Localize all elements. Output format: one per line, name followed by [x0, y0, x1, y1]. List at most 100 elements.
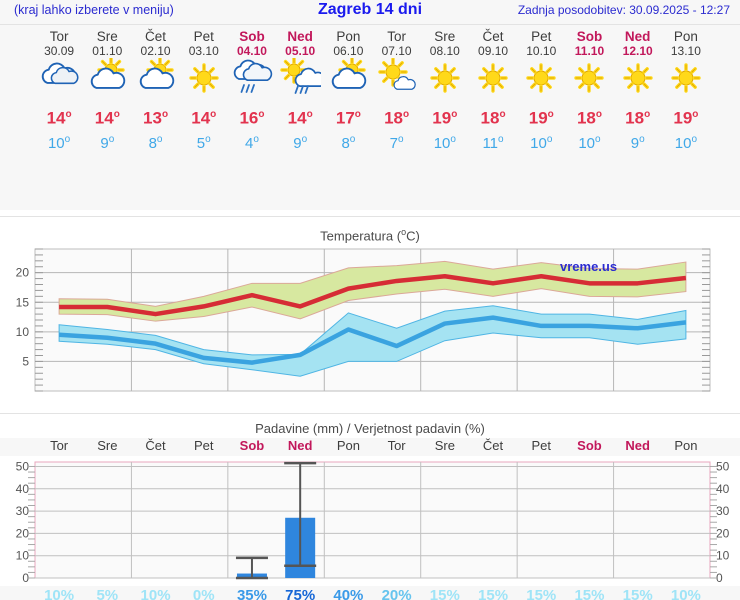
- precip-day-label: Čet: [482, 438, 504, 454]
- weather-icon-slot: [659, 58, 712, 100]
- precipitation-probability: 10%: [670, 587, 701, 600]
- sunny-icon: [568, 58, 610, 98]
- day-date: 02.10: [140, 44, 171, 58]
- day-name: Sre: [96, 29, 118, 44]
- day-column[interactable]: Ned 05.10: [274, 25, 327, 154]
- day-name: Pon: [336, 29, 361, 44]
- day-name: Sob: [239, 29, 265, 44]
- weather-icon-slot: [563, 58, 616, 100]
- max-temperature: 13o: [143, 108, 169, 128]
- weather-icon-slot: [515, 58, 568, 100]
- min-temperature-line: [58, 315, 687, 366]
- precip-day-label: Sre: [434, 438, 455, 454]
- sunny-icon: [665, 58, 707, 98]
- min-temperature: 10o: [530, 133, 553, 152]
- day-name: Sob: [576, 29, 603, 44]
- min-temperature: 8o: [148, 133, 163, 152]
- min-temperature: 10o: [433, 133, 456, 152]
- weather-icon-slot: [274, 58, 327, 100]
- y-axis-tick-label: 15: [16, 296, 30, 310]
- day-column[interactable]: Pon 13.10 19o 10o: [659, 25, 712, 154]
- y-axis-tick-label-left: 20: [16, 527, 30, 541]
- sun-small-cloud-icon: [376, 58, 418, 98]
- last-update-text: Zadnja posodobitev: 30.09.2025 - 12:27: [517, 3, 730, 17]
- day-name: Čet: [145, 29, 167, 44]
- weather-icon-slot: [33, 58, 86, 100]
- precipitation-probability: 20%: [381, 587, 412, 600]
- temperature-title-unit: o: [401, 227, 407, 237]
- weather-icon-slot: [322, 58, 375, 100]
- day-column[interactable]: Sob 11.10 18o 10o: [563, 25, 616, 154]
- min-temperature: 9o: [100, 133, 115, 152]
- weather-icon-slot: [225, 58, 278, 100]
- precipitation-probability: 15%: [574, 587, 605, 600]
- strip-divider: [0, 216, 740, 217]
- y-axis-tick-label-right: 20: [716, 527, 730, 541]
- precipitation-probability: 15%: [429, 587, 460, 600]
- day-date: 13.10: [670, 44, 701, 58]
- day-column[interactable]: Pet 10.10 19o 10o: [515, 25, 568, 154]
- weather-icon-slot: [370, 58, 423, 100]
- day-date: 11.10: [574, 44, 605, 58]
- day-date: 06.10: [333, 44, 364, 58]
- day-date: 12.10: [622, 44, 653, 58]
- temperature-chart-title: Temperatura (oC): [0, 217, 740, 245]
- daily-forecast-strip: Tor 30.09 14o 10o Sre 01.10: [0, 25, 740, 210]
- day-name: Sre: [434, 29, 456, 44]
- strip-gap: [0, 210, 740, 216]
- precipitation-probability: 10%: [140, 587, 171, 600]
- precip-day-labels: Tor Sre Čet Pet Sob Ned Pon Tor Sre Čet Pet Sob Ned P…: [0, 438, 740, 457]
- day-column[interactable]: Ned 12.10 18o 9o: [611, 25, 664, 154]
- day-date: 09.10: [478, 44, 509, 58]
- min-temperature: 5o: [196, 133, 211, 152]
- max-temperature: 17o: [335, 108, 361, 128]
- partly-sunny-icon: [327, 58, 369, 98]
- precip-day-label: Ned: [287, 438, 313, 454]
- precip-day-label: Tor: [50, 438, 69, 454]
- day-column[interactable]: Čet 09.10 18o 11o: [467, 25, 520, 154]
- precipitation-probability: 15%: [478, 587, 509, 600]
- min-temperature: 9o: [630, 133, 645, 152]
- min-temperature: 10o: [47, 133, 71, 152]
- sunny-icon: [472, 58, 514, 98]
- max-temperature: 14o: [46, 108, 72, 128]
- y-axis-tick-label: 10: [16, 325, 30, 339]
- min-temperature: 10o: [674, 133, 698, 152]
- day-column[interactable]: Sob 04.10 16o 4o: [225, 25, 278, 154]
- day-date: 07.10: [381, 44, 412, 58]
- min-temperature: 4o: [245, 133, 259, 152]
- day-column[interactable]: Tor 07.10 18o 7o: [370, 25, 423, 154]
- page-header: (kraj lahko izberete v meniju) Zagreb 14…: [0, 0, 740, 24]
- max-temperature: 18o: [384, 108, 410, 128]
- max-temperature: 14o: [287, 108, 313, 128]
- day-column[interactable]: Pet 03.10 14o 5o: [177, 25, 230, 154]
- sun-rain-icon: [279, 58, 322, 98]
- day-column[interactable]: Tor 30.09 14o 10o: [33, 25, 86, 154]
- cloudy-icon: [38, 58, 80, 98]
- y-axis-tick-label-right: 30: [716, 504, 730, 518]
- day-date: 08.10: [429, 44, 460, 58]
- chart-gap: [0, 405, 740, 414]
- weather-icon-slot: [129, 58, 182, 100]
- day-column[interactable]: Čet 02.10 13o 8o: [129, 25, 182, 154]
- page-title: Zagreb 14 dni: [317, 1, 423, 18]
- precip-day-label: Tor: [387, 438, 406, 454]
- max-temperature: 18o: [625, 108, 651, 128]
- temperature-title-main: Temperatura (: [320, 228, 402, 244]
- day-column[interactable]: Sre 08.10 19o 10o: [418, 25, 471, 154]
- y-axis-tick-label-left: 50: [16, 460, 30, 474]
- y-axis-tick-label: 5: [22, 355, 29, 369]
- day-column[interactable]: Pon 06.10 17o 8o: [322, 25, 375, 154]
- partly-sunny-icon: [86, 58, 128, 98]
- precipitation-probability: 15%: [622, 587, 653, 600]
- min-temperature: 11o: [482, 133, 504, 152]
- day-name: Ned: [624, 29, 651, 44]
- precipitation-probability: 5%: [96, 587, 119, 600]
- day-column[interactable]: Sre 01.10 14o 9o: [81, 25, 134, 154]
- min-temperature: 9o: [293, 133, 308, 152]
- header-divider: [0, 24, 740, 25]
- y-axis-tick-label-left: 10: [16, 549, 30, 563]
- day-name: Pet: [193, 29, 214, 44]
- precip-day-label: Sob: [239, 438, 265, 454]
- day-name: Tor: [49, 29, 69, 44]
